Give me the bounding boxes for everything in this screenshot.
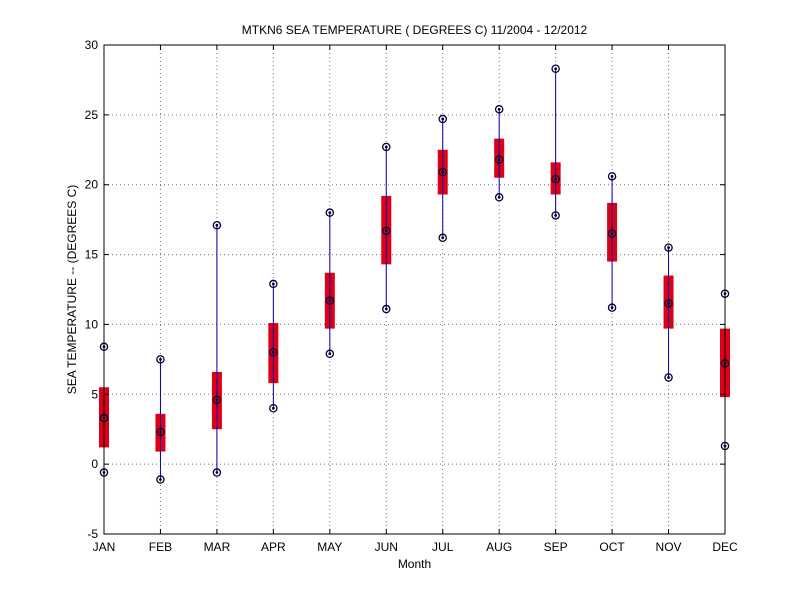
median-marker-dot bbox=[271, 350, 275, 354]
box-group-apr bbox=[268, 279, 279, 413]
max-marker bbox=[269, 279, 278, 289]
min-marker-dot bbox=[159, 478, 162, 481]
grid-layer bbox=[104, 45, 725, 534]
min-marker-dot bbox=[610, 306, 614, 310]
max-marker bbox=[551, 64, 560, 74]
box-group-nov bbox=[663, 243, 674, 382]
chart-title: MTKN6 SEA TEMPERATURE ( DEGREES C) 11/20… bbox=[242, 23, 588, 37]
y-tick-label: 30 bbox=[85, 38, 99, 52]
x-tick-label: NOV bbox=[656, 540, 682, 554]
max-marker-dot bbox=[159, 357, 162, 361]
x-tick-label: DEC bbox=[712, 540, 738, 554]
min-marker bbox=[438, 233, 447, 243]
y-tick-label: 20 bbox=[85, 178, 99, 192]
max-marker-dot bbox=[667, 246, 670, 249]
median-marker-dot bbox=[667, 302, 670, 305]
x-tick-label: JAN bbox=[93, 540, 116, 554]
box-group-feb bbox=[155, 355, 166, 484]
max-marker bbox=[382, 142, 391, 152]
median-marker-dot bbox=[441, 170, 445, 174]
median-marker-dot bbox=[610, 232, 614, 236]
max-marker bbox=[212, 220, 222, 230]
median-marker bbox=[494, 155, 504, 164]
max-marker-dot bbox=[215, 223, 219, 227]
x-tick-label: APR bbox=[261, 540, 286, 554]
min-marker-dot bbox=[497, 195, 501, 199]
x-tick-label: AUG bbox=[486, 540, 512, 554]
min-marker bbox=[382, 304, 391, 314]
min-marker-dot bbox=[554, 214, 558, 217]
max-marker-dot bbox=[497, 107, 501, 111]
max-marker-dot bbox=[384, 145, 388, 149]
y-tick-label: 15 bbox=[85, 248, 99, 262]
min-marker bbox=[607, 303, 617, 312]
box-group-jul bbox=[437, 114, 448, 243]
x-tick-label: JUL bbox=[432, 540, 454, 554]
y-tick-label: 0 bbox=[91, 457, 98, 471]
x-axis-label: Month bbox=[398, 557, 431, 571]
x-tick-label: MAR bbox=[204, 540, 231, 554]
y-axis-label: SEA TEMPERATURE -- (DEGREES C) bbox=[65, 185, 79, 395]
min-marker bbox=[269, 404, 278, 413]
median-marker bbox=[212, 395, 222, 405]
max-marker bbox=[494, 105, 504, 114]
median-marker-dot bbox=[554, 177, 558, 181]
min-marker bbox=[325, 349, 335, 359]
median-marker bbox=[382, 226, 391, 236]
x-tick-label: SEP bbox=[544, 540, 568, 554]
box-group-oct bbox=[607, 172, 618, 312]
min-marker-dot bbox=[328, 352, 332, 356]
median-marker-dot bbox=[328, 299, 332, 303]
plot-frame bbox=[103, 44, 726, 535]
median-marker bbox=[551, 174, 560, 184]
median-marker bbox=[664, 299, 673, 308]
median-marker-dot bbox=[384, 229, 388, 233]
max-marker-dot bbox=[441, 117, 445, 121]
median-marker bbox=[269, 348, 278, 357]
box-group-sep bbox=[550, 64, 561, 220]
median-marker-dot bbox=[159, 430, 162, 434]
max-marker bbox=[664, 243, 673, 252]
y-tick-label: 25 bbox=[85, 108, 99, 122]
median-marker-dot bbox=[215, 398, 219, 402]
x-tick-label: JUN bbox=[375, 540, 398, 554]
median-marker bbox=[438, 167, 447, 177]
min-marker-dot bbox=[271, 406, 275, 410]
max-marker-dot bbox=[271, 282, 275, 286]
min-marker bbox=[551, 211, 560, 220]
median-marker bbox=[156, 427, 165, 437]
box-group-jun bbox=[381, 142, 392, 314]
max-marker-dot bbox=[610, 174, 614, 178]
min-marker bbox=[156, 475, 165, 484]
marks-layer bbox=[99, 64, 730, 484]
max-marker bbox=[156, 355, 165, 364]
min-marker-dot bbox=[215, 471, 219, 474]
min-marker bbox=[664, 373, 673, 382]
ticks-layer: -5 0 5 10 15 20 25 30 JAN FEB MAR APR MAY JUN JUL AUG SE… bbox=[85, 38, 738, 554]
min-marker bbox=[494, 193, 504, 202]
max-marker bbox=[607, 172, 617, 181]
max-marker-dot bbox=[328, 211, 332, 215]
min-marker-dot bbox=[667, 376, 670, 379]
max-marker-dot bbox=[554, 67, 558, 71]
min-marker bbox=[212, 468, 222, 477]
box-group-mar bbox=[211, 220, 222, 477]
max-marker bbox=[438, 114, 447, 124]
x-tick-label: OCT bbox=[599, 540, 625, 554]
median-marker bbox=[325, 296, 335, 305]
box-group-may bbox=[324, 208, 335, 359]
x-tick-label: MAY bbox=[317, 540, 342, 554]
median-marker bbox=[607, 229, 617, 238]
y-tick-label: 10 bbox=[85, 317, 99, 331]
y-tick-label: -5 bbox=[87, 527, 98, 541]
x-tick-label: FEB bbox=[149, 540, 172, 554]
min-marker-dot bbox=[384, 307, 388, 311]
median-marker-dot bbox=[497, 158, 501, 161]
max-marker bbox=[325, 208, 335, 217]
box-group-aug bbox=[494, 105, 505, 202]
min-marker-dot bbox=[441, 236, 445, 240]
y-tick-label: 5 bbox=[91, 387, 98, 401]
